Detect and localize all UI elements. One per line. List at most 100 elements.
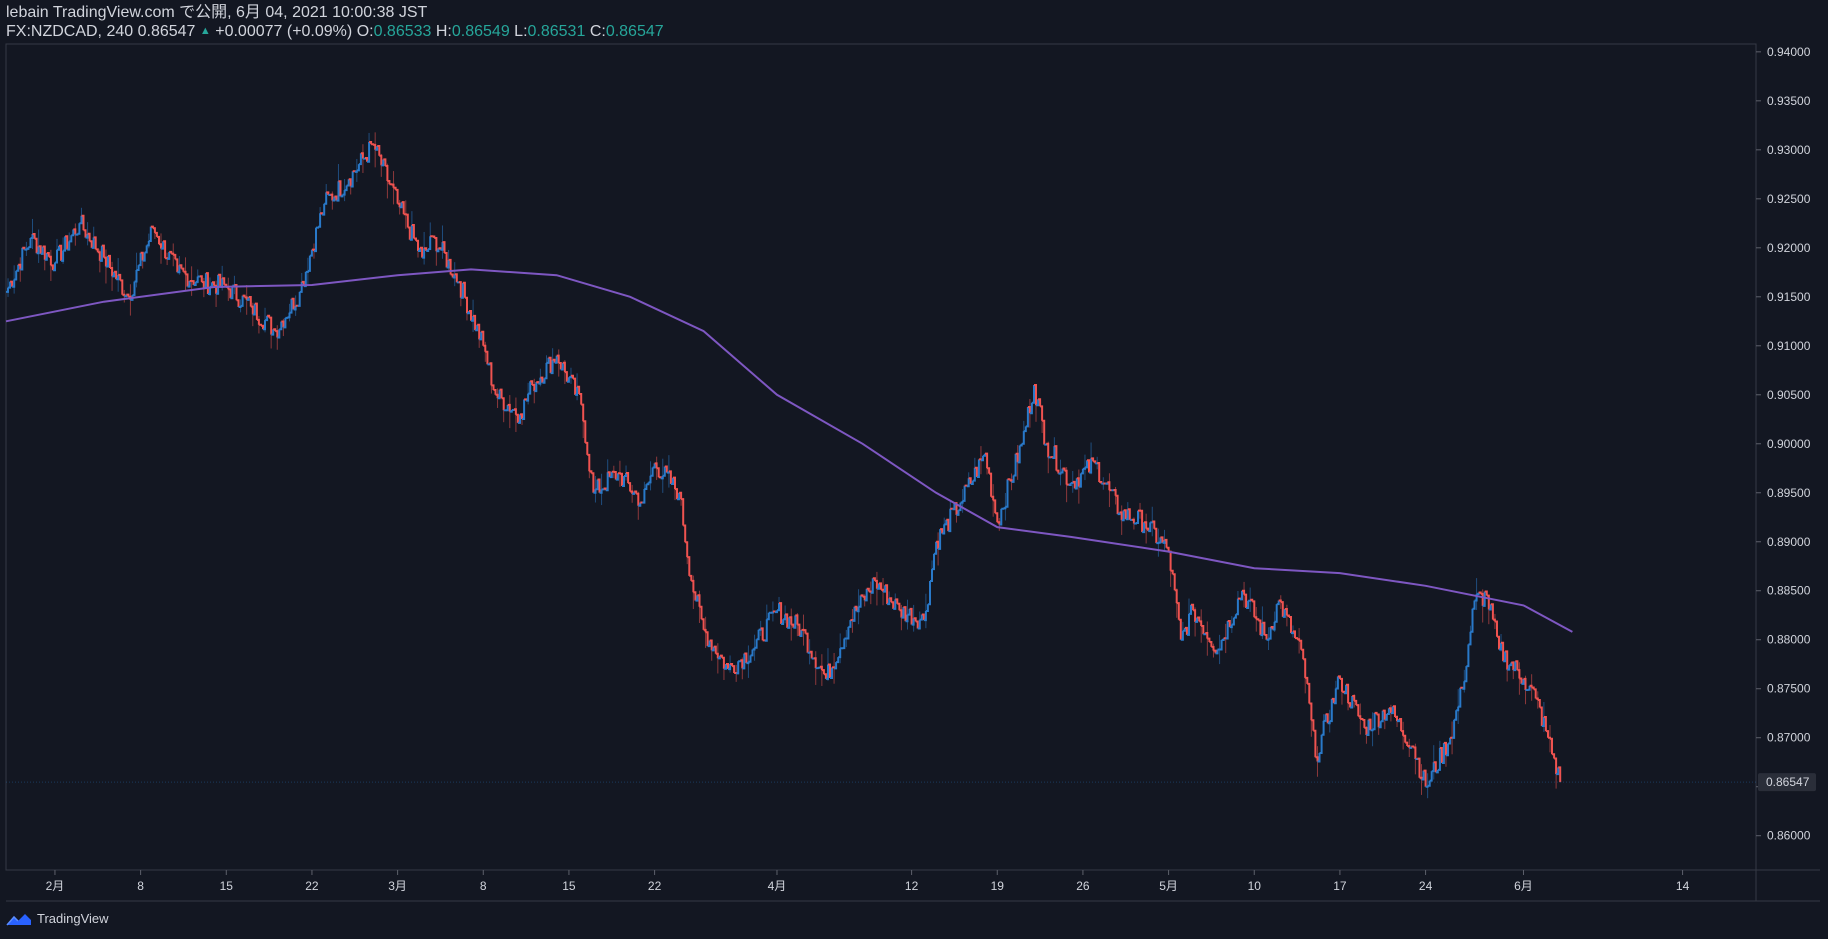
- price-step: [358, 153, 362, 166]
- price-step: [1533, 688, 1537, 699]
- y-tick-label: 0.88500: [1767, 584, 1811, 598]
- x-tick-label: 17: [1333, 879, 1347, 893]
- price-step: [583, 420, 587, 443]
- moving-average-line: [5, 268, 1573, 633]
- x-tick-label: 15: [562, 879, 576, 893]
- price-step: [1372, 712, 1376, 731]
- price-step: [1017, 445, 1021, 464]
- price-step: [913, 617, 917, 622]
- price-step: [534, 382, 538, 393]
- price-step: [1390, 706, 1394, 715]
- price-step: [279, 321, 283, 331]
- price-step: [781, 619, 785, 625]
- price-step: [338, 180, 342, 197]
- price-step: [858, 595, 862, 608]
- price-step: [1013, 453, 1017, 477]
- price-step: [14, 270, 18, 281]
- price-step: [50, 264, 54, 271]
- price-step: [118, 273, 122, 281]
- price-step: [797, 623, 801, 636]
- symbol-label: FX:NZDCAD, 240: [6, 23, 134, 40]
- price-step: [407, 226, 411, 240]
- price-step: [1488, 604, 1492, 611]
- price-step: [1140, 509, 1144, 533]
- price-step: [1417, 757, 1421, 778]
- price-step: [95, 248, 99, 253]
- price-step: [1384, 714, 1388, 721]
- price-step: [1501, 641, 1505, 662]
- price-step: [101, 244, 105, 258]
- price-step: [687, 556, 691, 576]
- price-step: [836, 657, 840, 664]
- price-step: [683, 524, 687, 543]
- price-step: [1121, 510, 1125, 522]
- price-step: [20, 247, 24, 271]
- price-step: [450, 273, 454, 278]
- price-step: [395, 188, 399, 204]
- price-step: [173, 253, 177, 260]
- price-step: [187, 281, 191, 288]
- price-step: [181, 267, 185, 272]
- price-step: [1007, 478, 1011, 481]
- y-tick-label: 0.90500: [1767, 388, 1811, 402]
- price-step: [1221, 638, 1225, 641]
- price-step: [1189, 604, 1192, 615]
- price-step: [870, 578, 874, 594]
- price-step: [726, 663, 729, 670]
- price-step: [760, 627, 764, 641]
- price-step: [218, 273, 222, 287]
- price-step: [650, 467, 654, 477]
- price-step: [987, 467, 991, 474]
- price-step: [1411, 745, 1415, 748]
- price-step: [970, 480, 974, 485]
- price-step: [240, 295, 244, 307]
- price-step: [1099, 481, 1103, 484]
- price-axis[interactable]: 0.860000.865000.870000.875000.880000.885…: [1756, 45, 1816, 843]
- price-step: [1446, 743, 1449, 757]
- price-step: [44, 253, 48, 261]
- price-step: [1329, 698, 1333, 723]
- price-step: [554, 355, 558, 364]
- price-step: [748, 655, 752, 663]
- x-tick-label: 8: [480, 879, 487, 893]
- price-step: [1437, 748, 1441, 771]
- open-label: O:: [356, 23, 374, 40]
- price-step: [1115, 494, 1119, 515]
- x-tick-label: 5月: [1159, 879, 1178, 893]
- price-step: [1466, 644, 1470, 668]
- price-step: [505, 404, 509, 412]
- price-step: [668, 470, 672, 484]
- footer-brand[interactable]: TradingView: [6, 911, 109, 926]
- price-step: [1054, 445, 1058, 471]
- price-step: [540, 376, 544, 383]
- price-step: [212, 281, 215, 286]
- price-step: [823, 673, 827, 679]
- price-step: [626, 472, 630, 484]
- price-step: [689, 574, 693, 581]
- price-step: [1001, 507, 1005, 510]
- price-step: [1527, 685, 1531, 691]
- price-step: [1133, 522, 1137, 525]
- price-step: [32, 233, 36, 239]
- price-step: [1497, 635, 1500, 650]
- price-step: [591, 472, 595, 493]
- publisher-line: lebain TradingView.com で公開, 6月 04, 2021 …: [6, 4, 428, 21]
- price-step: [1282, 609, 1286, 618]
- price-step: [1507, 665, 1511, 671]
- price-step: [28, 238, 32, 249]
- price-step: [907, 608, 911, 616]
- price-step: [1268, 627, 1272, 640]
- y-tick-label: 0.87500: [1767, 682, 1811, 696]
- time-axis[interactable]: 2月 8 15 22 3月 8 15 22 4月 12 19 26 5月 10 17 24 6月 14: [46, 870, 1690, 893]
- price-step: [915, 620, 919, 629]
- price-step: [1378, 721, 1382, 729]
- price-step: [87, 232, 91, 242]
- y-tick-label: 0.86000: [1767, 829, 1811, 843]
- low-value: 0.86531: [527, 23, 586, 40]
- price-step: [952, 503, 956, 511]
- price-step: [1085, 460, 1088, 469]
- price-step: [1093, 460, 1097, 464]
- up-arrow-icon: ▲: [199, 25, 211, 37]
- price-step: [230, 285, 234, 300]
